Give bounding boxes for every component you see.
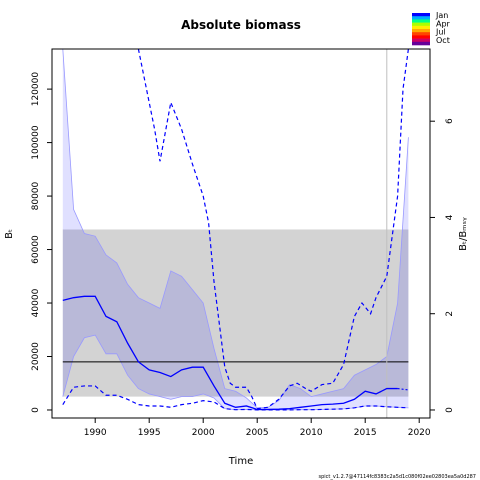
legend-color-swatch: [412, 29, 430, 33]
right-tick-label: 4: [445, 214, 455, 220]
x-tick-label: 2005: [246, 428, 269, 438]
ci-dashed-upper: [137, 49, 409, 410]
y-tick-label: 80000: [31, 181, 41, 210]
right-axis-label: Bₜ/Bₘₛᵧ: [458, 217, 469, 251]
version-footer: spict_v1.2.7@47114fc8383c2a5d1c080f02ee0…: [319, 474, 477, 480]
legend-color-swatch: [412, 19, 430, 23]
x-axis-label: Time: [228, 456, 253, 467]
legend-color-swatch: [412, 16, 430, 20]
legend-color-swatch: [412, 25, 430, 30]
x-tick-label: 1995: [138, 428, 161, 438]
y-tick-label: 120000: [31, 72, 41, 107]
y-tick-label: 100000: [31, 125, 41, 160]
x-tick-label: 2015: [354, 428, 377, 438]
y-tick-label: 0: [31, 407, 41, 413]
plot-area: [62, 49, 409, 418]
right-tick-label: 0: [445, 407, 455, 413]
legend-color-swatch: [412, 22, 430, 27]
plot-frame: [51, 48, 431, 419]
biomass-forecast-line: [397, 387, 409, 391]
ci-dashed-lower: [62, 385, 409, 411]
y-tick-label: 60000: [31, 235, 41, 264]
x-tick-label: 2010: [300, 428, 323, 438]
y-tick-label: 40000: [31, 288, 41, 317]
legend-color-swatch: [412, 41, 430, 46]
ci-upper-edge: [62, 49, 409, 409]
y-tick-label: 20000: [31, 342, 41, 371]
legend-color-swatch: [412, 38, 430, 43]
chart-title: Absolute biomass: [181, 18, 301, 32]
x-tick-label: 1990: [84, 428, 107, 438]
right-tick-label: 6: [445, 118, 455, 124]
x-tick-label: 2020: [408, 428, 431, 438]
legend-label: Jul: [435, 28, 446, 37]
legend-color-swatch: [412, 32, 430, 36]
legend-label: Jan: [435, 11, 448, 20]
legend-color-swatch: [412, 35, 430, 39]
biomass-estimate-line: [62, 295, 398, 411]
right-tick-label: 2: [445, 311, 455, 317]
legend-label: Oct: [436, 36, 450, 45]
bmsy-ci-band: [62, 229, 409, 397]
legend-color-swatch: [412, 13, 430, 17]
x-tick-label: 2000: [192, 428, 215, 438]
biomass-ci-region: [62, 49, 409, 410]
y-axis-label: Bₜ: [4, 229, 15, 239]
axes: 1990 1995 2000 2005 2010 2015 2020 0 20000 40000 6…: [31, 48, 455, 438]
legend-label: Apr: [436, 19, 451, 28]
